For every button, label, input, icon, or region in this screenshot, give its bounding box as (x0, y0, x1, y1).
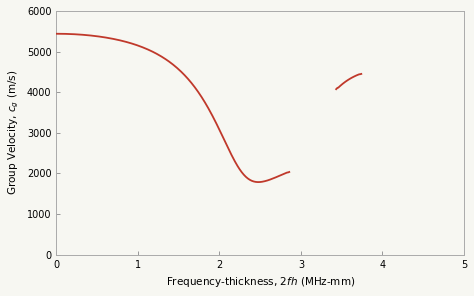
Y-axis label: Group Velocity, $c_g$ (m/s): Group Velocity, $c_g$ (m/s) (7, 70, 21, 195)
X-axis label: Frequency-thickness, $2fh$ (MHz-mm): Frequency-thickness, $2fh$ (MHz-mm) (165, 275, 355, 289)
